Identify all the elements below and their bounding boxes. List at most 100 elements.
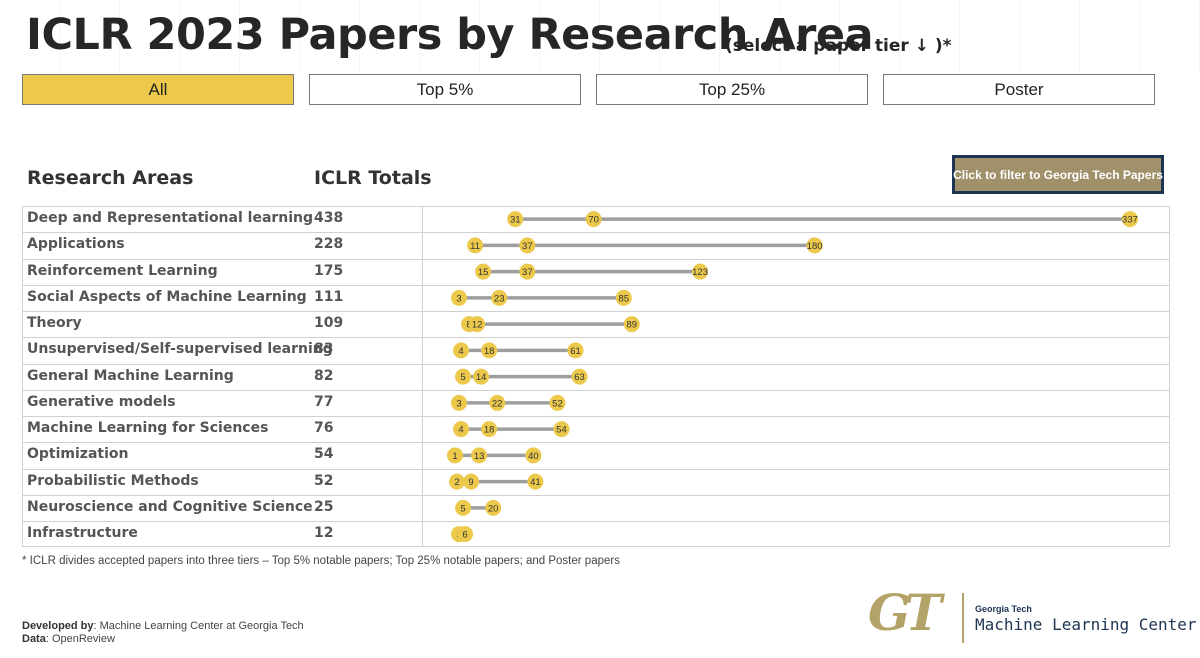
dumbbell-point-label: 5: [460, 372, 465, 383]
dumbbell-point[interactable]: [463, 473, 480, 490]
row-divider: [22, 258, 1170, 260]
dumbbell-point[interactable]: [451, 289, 468, 306]
dumbbell-point-label: 180: [807, 241, 823, 252]
dumbbell-point[interactable]: [455, 368, 472, 385]
dumbbell-point[interactable]: [553, 421, 570, 438]
area-label: Probabilistic Methods: [27, 472, 199, 489]
dumbbell-point[interactable]: [585, 211, 602, 228]
area-label: Optimization: [27, 446, 129, 463]
dumbbell-point-label: 8: [466, 320, 471, 331]
dumbbell-point-label: 11: [470, 241, 480, 252]
dumbbell-point-label: 85: [618, 293, 629, 304]
credit-data-label: Data: [22, 633, 46, 645]
georgia-tech-filter-button[interactable]: Click to filter to Georgia Tech Papers: [952, 155, 1164, 194]
dumbbell-point[interactable]: [467, 237, 484, 254]
dumbbell-point-label: 70: [588, 215, 599, 226]
area-total: 175: [314, 262, 344, 279]
tier-button-top5[interactable]: Top 5%: [309, 74, 581, 105]
dumbbell-point[interactable]: [525, 447, 542, 464]
area-label: Applications: [27, 236, 125, 253]
area-label: Social Aspects of Machine Learning: [27, 288, 307, 305]
dumbbell-point-label: 31: [510, 215, 521, 226]
dumbbell-point[interactable]: [447, 447, 464, 464]
dumbbell-point-label: 61: [570, 346, 581, 357]
row-divider: [22, 494, 1170, 496]
area-total: 111: [314, 288, 344, 305]
dumbbell-point[interactable]: [481, 342, 498, 359]
dumbbell-point[interactable]: [571, 368, 588, 385]
area-total: 12: [314, 525, 334, 542]
row-divider: [22, 468, 1170, 470]
dumbbell-point[interactable]: [806, 237, 823, 254]
dumbbell-point[interactable]: [491, 289, 508, 306]
gt-logo-mark: GT: [868, 583, 942, 642]
dumbbell-point-label: 20: [488, 503, 499, 514]
dumbbell-point[interactable]: [475, 263, 492, 280]
area-label: General Machine Learning: [27, 367, 234, 384]
dumbbell-point[interactable]: [623, 316, 640, 333]
dumbbell-point-label: 37: [522, 267, 533, 278]
dumbbell-point-label: 1: [452, 451, 457, 462]
column-divider: [422, 206, 423, 547]
row-divider: [22, 416, 1170, 417]
dumbbell-point-label: 9: [468, 477, 473, 488]
dumbbell-point-label: 89: [626, 320, 637, 331]
area-label: Unsupervised/Self-supervised learning: [27, 341, 333, 358]
dumbbell-point[interactable]: [692, 263, 709, 280]
dumbbell-point[interactable]: [549, 394, 566, 411]
dumbbell-point[interactable]: [567, 342, 584, 359]
row-divider: [22, 337, 1170, 339]
credit-developed-label: Developed by: [22, 620, 94, 632]
logo-divider: [962, 593, 964, 643]
dumbbell-point[interactable]: [489, 394, 506, 411]
dumbbell-point[interactable]: [485, 499, 502, 516]
row-divider: [22, 284, 1170, 286]
area-total: 76: [314, 420, 334, 437]
dumbbell-point-label: 22: [492, 398, 503, 409]
dumbbell-point[interactable]: [507, 211, 524, 228]
area-label: Reinforcement Learning: [27, 262, 218, 279]
page-title: ICLR 2023 Papers by Research Area: [26, 10, 874, 60]
dumbbell-point[interactable]: [451, 394, 468, 411]
dumbbell-point-label: 23: [494, 293, 505, 304]
row-divider: [22, 363, 1170, 365]
credit-developed-value: : Machine Learning Center at Georgia Tec…: [93, 620, 304, 632]
area-total: 228: [314, 236, 344, 253]
dumbbell-point[interactable]: [455, 499, 472, 516]
area-label: Neuroscience and Cognitive Science: [27, 498, 313, 515]
dumbbell-point[interactable]: [471, 447, 488, 464]
dumbbell-point[interactable]: [519, 237, 536, 254]
dumbbell-point-label: 123: [692, 267, 708, 278]
area-label: Deep and Representational learning: [27, 210, 314, 227]
dumbbell-point-label: 3: [456, 293, 461, 304]
dumbbell-point[interactable]: [469, 316, 486, 333]
tier-button-poster[interactable]: Poster: [883, 74, 1155, 105]
row-divider: [22, 442, 1170, 444]
dumbbell-point[interactable]: [453, 342, 470, 359]
dumbbell-point[interactable]: [473, 368, 490, 385]
tier-button-all[interactable]: All: [22, 74, 294, 105]
dumbbell-point[interactable]: [527, 473, 544, 490]
dumbbell-point-label: 13: [474, 451, 485, 462]
dumbbell-point[interactable]: [1121, 211, 1138, 228]
footnote: * ICLR divides accepted papers into thre…: [22, 555, 620, 567]
tier-button-top25[interactable]: Top 25%: [596, 74, 868, 105]
dumbbell-point[interactable]: [457, 526, 474, 543]
area-label: Infrastructure: [27, 525, 138, 542]
dumbbell-point-label: 52: [552, 398, 563, 409]
row-divider: [22, 521, 1170, 522]
background-grid: [0, 0, 1200, 72]
dumbbell-point-label: 54: [556, 425, 567, 436]
logo-org-name: Georgia Tech: [975, 604, 1032, 614]
logo-center-name: Machine Learning Center: [975, 615, 1197, 634]
dumbbell-point-label: 12: [472, 320, 483, 331]
dumbbell-point[interactable]: [449, 473, 466, 490]
dumbbell-point[interactable]: [615, 289, 632, 306]
dumbbell-point[interactable]: [453, 421, 470, 438]
dumbbell-point[interactable]: [481, 421, 498, 438]
dumbbell-point-label: 3: [456, 398, 461, 409]
area-total: 82: [314, 367, 334, 384]
row-divider: [22, 389, 1170, 391]
dumbbell-point[interactable]: [519, 263, 536, 280]
